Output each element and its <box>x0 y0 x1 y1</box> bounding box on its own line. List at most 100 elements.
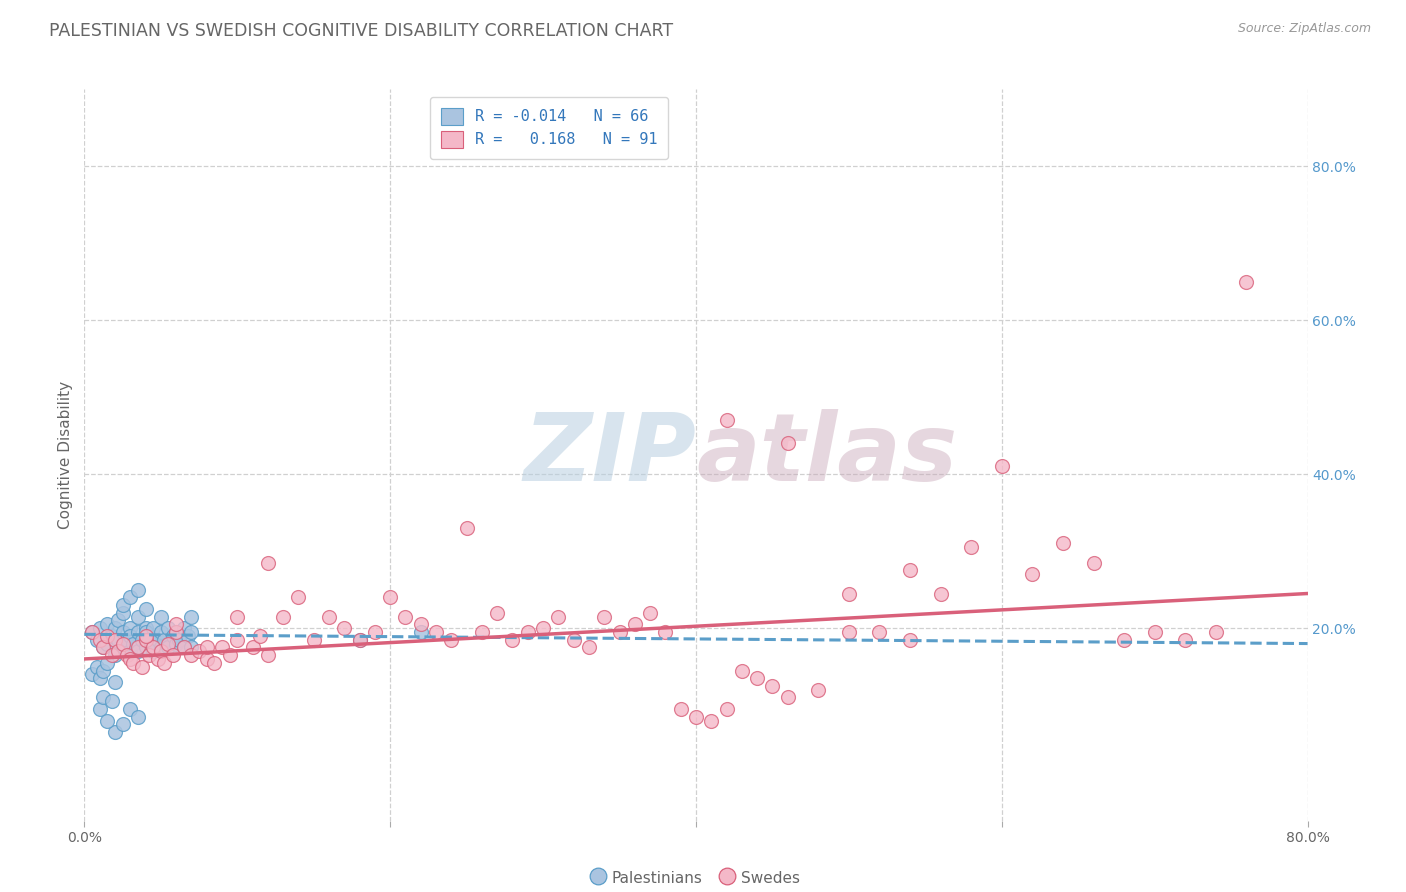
Point <box>80 667 103 681</box>
Point <box>700 714 723 728</box>
Point <box>531 621 554 635</box>
Point <box>127 644 149 658</box>
Point <box>86 632 108 647</box>
Point <box>135 629 157 643</box>
Point <box>165 617 187 632</box>
Point <box>104 648 127 662</box>
Point <box>149 609 172 624</box>
Point <box>167 632 190 647</box>
Point <box>91 640 114 655</box>
Point <box>1083 556 1105 570</box>
Point <box>127 640 149 655</box>
Point <box>349 632 371 647</box>
Point <box>104 632 127 647</box>
Point <box>149 625 172 640</box>
Text: Source: ZipAtlas.com: Source: ZipAtlas.com <box>1237 22 1371 36</box>
Point <box>135 625 157 640</box>
Point <box>165 636 187 650</box>
Point <box>486 606 509 620</box>
Point <box>127 609 149 624</box>
Point <box>162 648 184 662</box>
Point <box>394 609 416 624</box>
Point <box>516 625 538 640</box>
Point <box>135 632 157 647</box>
Point <box>638 606 661 620</box>
Point <box>716 702 738 716</box>
Point <box>257 648 280 662</box>
Point <box>364 625 387 640</box>
Point <box>107 614 129 628</box>
Point <box>242 640 264 655</box>
Point <box>96 636 118 650</box>
Text: ZIP: ZIP <box>523 409 696 501</box>
Point <box>776 436 799 450</box>
Point <box>86 659 108 673</box>
Point <box>654 625 676 640</box>
Point <box>547 609 569 624</box>
Point <box>202 656 225 670</box>
Point <box>96 629 118 643</box>
Point <box>180 609 202 624</box>
Point <box>120 629 142 643</box>
Point <box>115 632 138 647</box>
Point <box>349 632 371 647</box>
Point <box>195 652 218 666</box>
Point <box>898 632 921 647</box>
Point <box>107 632 129 647</box>
Point <box>89 671 111 685</box>
Point <box>471 625 494 640</box>
Point <box>115 648 138 662</box>
Point <box>869 625 891 640</box>
Point <box>180 648 202 662</box>
Point <box>138 632 160 647</box>
Point <box>120 621 142 635</box>
Point <box>287 591 309 605</box>
Point <box>104 621 127 635</box>
Point <box>101 629 124 643</box>
Point <box>153 632 176 647</box>
Point <box>162 629 184 643</box>
Point <box>177 629 200 643</box>
Point <box>409 625 432 640</box>
Point <box>716 413 738 427</box>
Point <box>165 625 187 640</box>
Point <box>89 702 111 716</box>
Point <box>776 690 799 705</box>
Point <box>211 640 233 655</box>
Point <box>991 459 1014 474</box>
Legend: Palestinians, Swedes: Palestinians, Swedes <box>586 863 806 892</box>
Point <box>111 717 134 731</box>
Text: PALESTINIAN VS SWEDISH COGNITIVE DISABILITY CORRELATION CHART: PALESTINIAN VS SWEDISH COGNITIVE DISABIL… <box>49 22 673 40</box>
Point <box>120 702 142 716</box>
Point <box>131 632 153 647</box>
Point <box>142 640 165 655</box>
Point <box>1114 632 1136 647</box>
Point <box>96 656 118 670</box>
Point <box>425 625 447 640</box>
Text: atlas: atlas <box>696 409 957 501</box>
Point <box>111 606 134 620</box>
Point <box>101 648 124 662</box>
Point <box>380 591 402 605</box>
Point <box>127 582 149 597</box>
Point <box>120 652 142 666</box>
Point <box>157 636 180 650</box>
Y-axis label: Cognitive Disability: Cognitive Disability <box>58 381 73 529</box>
Point <box>440 632 463 647</box>
Point <box>146 632 169 647</box>
Point <box>1236 275 1258 289</box>
Point <box>1021 567 1043 582</box>
Point <box>89 621 111 635</box>
Point <box>747 671 769 685</box>
Point <box>104 725 127 739</box>
Point <box>135 621 157 635</box>
Point <box>271 609 294 624</box>
Point <box>120 644 142 658</box>
Point <box>149 640 172 655</box>
Point <box>111 598 134 612</box>
Point <box>456 521 478 535</box>
Point <box>173 621 195 635</box>
Point <box>138 648 160 662</box>
Point <box>80 625 103 640</box>
Point <box>165 625 187 640</box>
